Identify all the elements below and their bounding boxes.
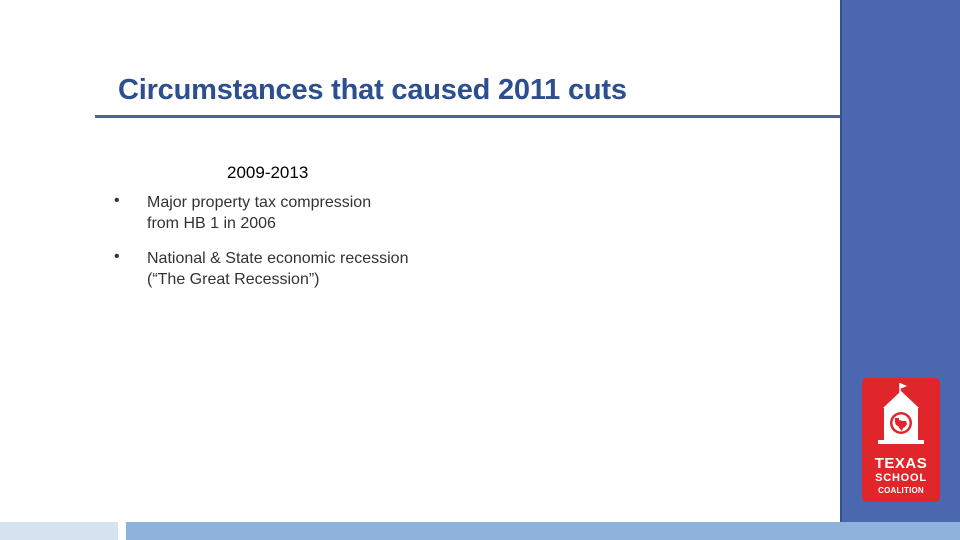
slide-title: Circumstances that caused 2011 cuts [118,74,627,106]
list-item: • Major property tax compression from HB… [110,192,530,234]
bullet-text: Major property tax compression from HB 1… [147,192,530,234]
list-item: • National & State economic recession (“… [110,248,530,290]
bullet-text: National & State economic recession (“Th… [147,248,530,290]
subheading-years: 2009-2013 [227,163,309,182]
bottom-accent-bar [126,522,960,540]
bottom-accent-bar-light [0,522,118,540]
logo-text-texas: TEXAS [874,455,928,472]
texas-school-coalition-logo: TEXAS SCHOOL COALITION [862,378,940,502]
schoolhouse-icon [878,383,924,444]
title-underline [95,115,842,118]
bullet-line: from HB 1 in 2006 [147,215,276,232]
bullet-line: (“The Great Recession”) [147,271,320,288]
bullet-line: Major property tax compression [147,194,372,211]
logo-text-school: SCHOOL [875,472,927,484]
bullet-list: • Major property tax compression from HB… [110,192,530,304]
bullet-marker: • [114,248,120,265]
logo-text-coalition: COALITION [878,486,924,495]
bullet-marker: • [114,192,120,209]
bullet-line: National & State economic recession [147,250,409,267]
